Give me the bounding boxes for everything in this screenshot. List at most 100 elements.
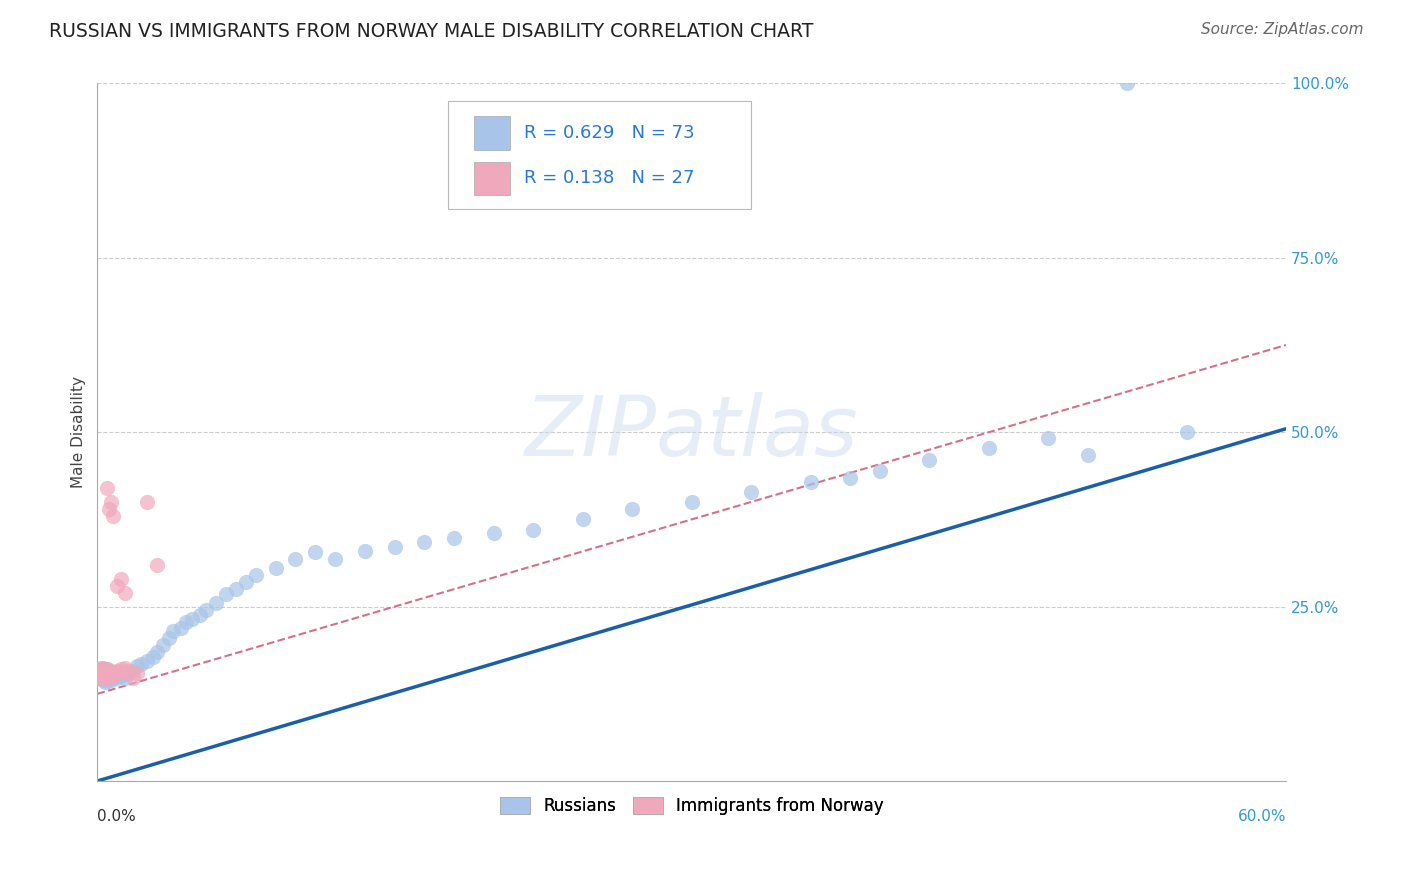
Point xyxy=(118,664,141,678)
Point xyxy=(103,667,125,681)
Text: R = 0.138   N = 27: R = 0.138 N = 27 xyxy=(524,169,695,187)
Point xyxy=(1116,77,1139,91)
Point xyxy=(90,671,112,685)
Point xyxy=(103,671,125,685)
Point xyxy=(146,645,169,659)
Legend: Russians, Immigrants from Norway: Russians, Immigrants from Norway xyxy=(494,790,890,822)
Point xyxy=(89,671,111,685)
Point xyxy=(323,552,346,566)
Point xyxy=(104,669,127,683)
Point xyxy=(112,665,135,680)
Point xyxy=(100,664,122,678)
Point xyxy=(839,470,862,484)
Point xyxy=(353,543,375,558)
Point xyxy=(304,545,326,559)
Point xyxy=(245,568,267,582)
Point xyxy=(105,664,128,678)
Point xyxy=(235,575,257,590)
Point xyxy=(205,596,228,610)
FancyBboxPatch shape xyxy=(474,161,510,195)
Point xyxy=(918,453,941,467)
Y-axis label: Male Disability: Male Disability xyxy=(72,376,86,488)
Point xyxy=(157,631,180,645)
Point xyxy=(105,671,128,685)
Point xyxy=(94,665,117,680)
Point xyxy=(190,607,212,622)
Point xyxy=(176,615,198,629)
Text: 0.0%: 0.0% xyxy=(97,809,136,824)
Point xyxy=(1038,431,1060,445)
Point xyxy=(110,662,132,676)
Point xyxy=(1077,448,1099,462)
Point xyxy=(96,481,118,495)
Point xyxy=(125,659,148,673)
Point xyxy=(1175,425,1198,440)
Point xyxy=(522,523,544,537)
Point xyxy=(146,558,169,572)
Point xyxy=(98,665,121,680)
Point xyxy=(869,464,891,478)
Point xyxy=(100,495,122,509)
Point xyxy=(91,662,114,676)
Point xyxy=(110,572,132,586)
Point xyxy=(96,671,118,685)
Point xyxy=(89,665,111,680)
Point xyxy=(96,662,118,676)
FancyBboxPatch shape xyxy=(449,101,751,209)
Point xyxy=(105,579,128,593)
Point xyxy=(96,665,118,680)
Point xyxy=(96,671,118,685)
Point xyxy=(98,502,121,516)
Point xyxy=(152,638,174,652)
Point xyxy=(94,675,117,690)
Point xyxy=(100,673,122,687)
Point xyxy=(104,665,127,680)
Point xyxy=(90,661,112,675)
Point xyxy=(90,669,112,683)
Point xyxy=(91,665,114,680)
Point xyxy=(96,665,118,680)
Point xyxy=(105,665,128,680)
Point xyxy=(114,671,136,685)
Point xyxy=(482,526,505,541)
Point xyxy=(118,665,141,680)
Point xyxy=(94,669,117,683)
Point xyxy=(215,587,238,601)
Point xyxy=(195,603,218,617)
Point xyxy=(98,671,121,685)
Point xyxy=(122,671,145,685)
Point xyxy=(91,661,114,675)
Text: ZIPatlas: ZIPatlas xyxy=(524,392,859,473)
Point xyxy=(621,502,644,516)
Point xyxy=(142,649,165,664)
Point xyxy=(114,585,136,599)
Point xyxy=(122,664,145,678)
Point xyxy=(571,512,593,526)
Point xyxy=(413,535,436,549)
Text: RUSSIAN VS IMMIGRANTS FROM NORWAY MALE DISABILITY CORRELATION CHART: RUSSIAN VS IMMIGRANTS FROM NORWAY MALE D… xyxy=(49,22,814,41)
Point xyxy=(181,612,204,626)
Point xyxy=(284,552,307,566)
Point xyxy=(98,669,121,683)
Text: R = 0.629   N = 73: R = 0.629 N = 73 xyxy=(524,124,695,142)
Point xyxy=(384,541,406,555)
Point xyxy=(129,657,152,671)
Point xyxy=(169,621,191,635)
Point xyxy=(91,671,114,685)
Point xyxy=(977,441,1000,455)
Point xyxy=(104,665,127,680)
Point xyxy=(114,661,136,675)
Point xyxy=(115,667,138,681)
Point xyxy=(100,668,122,682)
Point xyxy=(98,671,121,685)
Point xyxy=(100,665,122,680)
Point xyxy=(125,665,148,680)
Point xyxy=(90,665,112,680)
Point xyxy=(135,495,157,509)
Point xyxy=(162,624,184,638)
Point xyxy=(96,674,118,689)
Point xyxy=(94,669,117,683)
Point xyxy=(110,669,132,683)
Point xyxy=(89,665,111,680)
Point xyxy=(96,662,118,676)
